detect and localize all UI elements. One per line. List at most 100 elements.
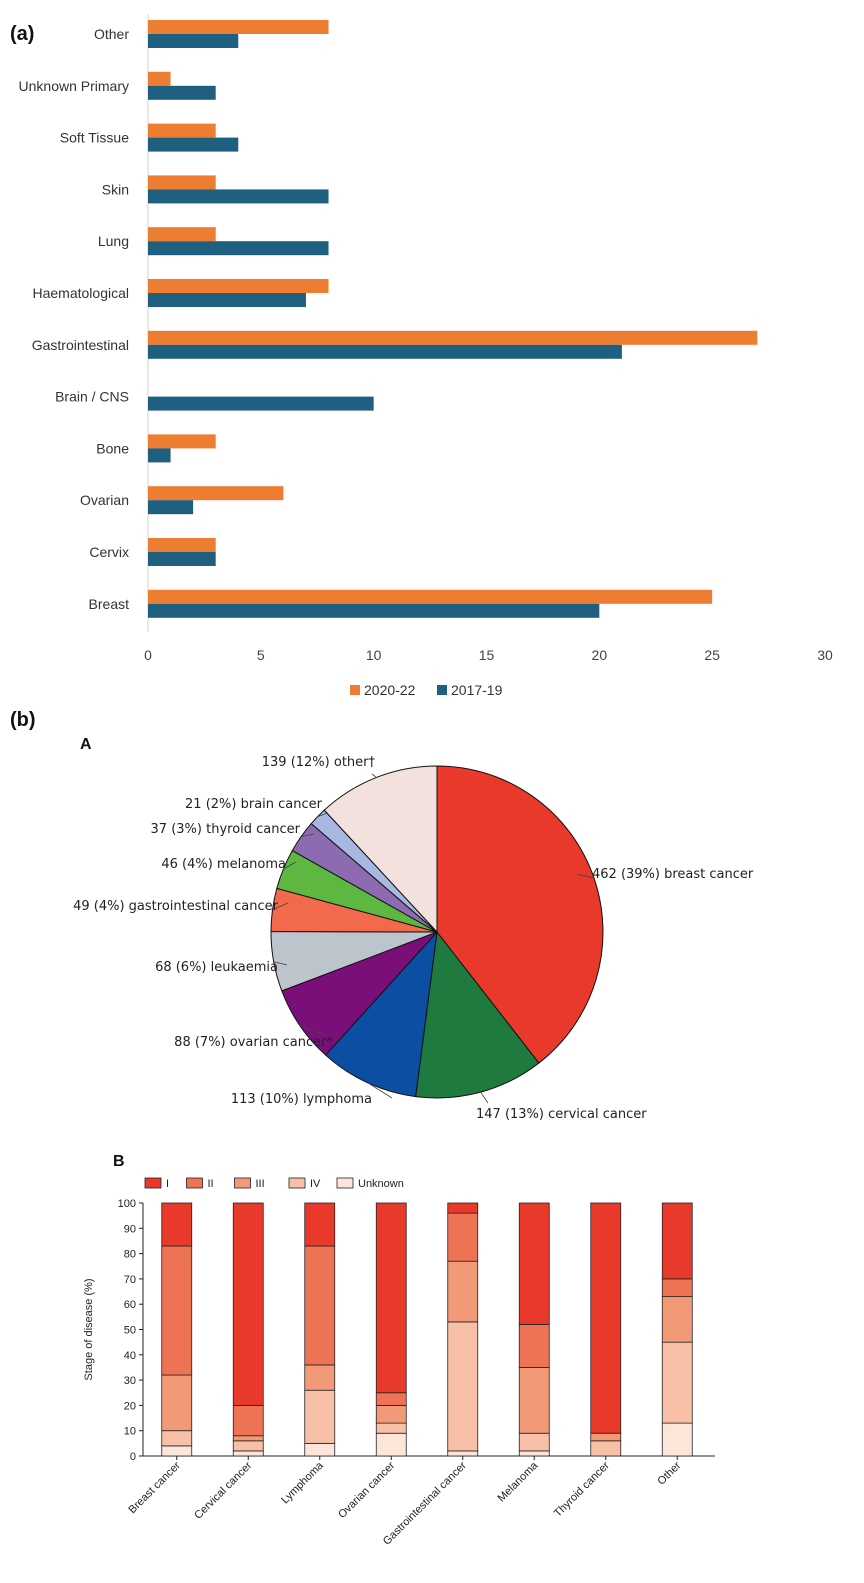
category-label: Breast (89, 596, 130, 612)
pie-chart: 462 (39%) breast cancer 147 (13%) cervica… (73, 755, 754, 1122)
stacked-bar-segment (447, 1202, 479, 1214)
pie-leader-line (371, 773, 377, 778)
legend-label: II (208, 1178, 214, 1190)
category-label: Other (94, 26, 129, 42)
category-label: Ovarian (80, 492, 129, 508)
stacked-bar-segment (661, 1341, 693, 1424)
legend: 2020-22 2017-19 (350, 682, 503, 698)
bar-2017-19 (148, 189, 329, 204)
y-tick-label: 100 (118, 1198, 136, 1210)
y-tick-label: 50 (124, 1325, 136, 1337)
y-tick-label: 0 (130, 1451, 136, 1463)
pie-slice (415, 930, 540, 1099)
stacked-bar-segment (304, 1442, 336, 1457)
stacked-bar-segment (304, 1389, 336, 1444)
y-tick-label: 70 (124, 1274, 136, 1286)
stacked-bar-segment (447, 1212, 479, 1262)
x-category-label: Lymphoma (279, 1459, 326, 1506)
y-tick-label: 30 (124, 1375, 136, 1387)
legend-label: I (166, 1178, 169, 1190)
legend-swatch (350, 685, 360, 695)
legend-label: 2017-19 (451, 682, 503, 698)
legend-label: Unknown (358, 1178, 404, 1190)
bar-2020-22 (148, 71, 171, 86)
legend-label: III (256, 1178, 265, 1190)
subpanel-b-label: B (113, 1153, 125, 1170)
stacked-bar-segment (375, 1202, 407, 1394)
legend-label: 2020-22 (364, 682, 416, 698)
x-tick-label: 10 (366, 647, 382, 663)
legend-swatch (234, 1177, 251, 1189)
stacked-bar-segment (590, 1440, 622, 1457)
category-label: Bone (96, 440, 129, 456)
category-label: Skin (102, 181, 129, 197)
panel-b-label: (b) (10, 709, 36, 731)
pie-slice-label: 462 (39%) breast cancer (592, 867, 754, 882)
pie-leader-line (301, 833, 315, 837)
legend-swatch (288, 1177, 306, 1189)
bar-2020-22 (148, 20, 329, 34)
y-tick-label: 40 (124, 1350, 136, 1362)
x-category-label: Ovarian cancer (336, 1459, 397, 1520)
stacked-bar-segment (661, 1202, 693, 1280)
stacked-bar-segment (518, 1202, 550, 1325)
stacked-bar-segment (375, 1392, 407, 1406)
pie-slice (324, 930, 438, 1098)
bar-2017-19 (148, 344, 622, 359)
stacked-bar-chart: 0 10 20 30 40 50 60 70 80 90 100 Stage of disease (… (83, 1177, 715, 1548)
stacked-bar-segment (447, 1321, 479, 1452)
pie-leader-line (273, 961, 288, 966)
legend-label: IV (310, 1178, 321, 1190)
bar-2017-19 (148, 552, 216, 566)
x-tick-label: 20 (592, 647, 608, 663)
pie-leader-line (272, 902, 289, 911)
legend-swatch (437, 685, 447, 695)
category-label: Cervix (89, 544, 129, 560)
x-category-label: Cervical cancer (192, 1459, 254, 1521)
pie-slice-label: 113 (10%) lymphoma (231, 1092, 372, 1107)
stacked-bar-segment (161, 1430, 193, 1447)
y-tick-label: 80 (124, 1249, 136, 1261)
bar-2020-22 (148, 227, 216, 242)
stacked-bar-segment (590, 1202, 622, 1434)
legend-swatch (186, 1177, 203, 1189)
bar-2017-19 (148, 34, 239, 48)
y-tick-label: 90 (124, 1223, 136, 1235)
x-category-label: Gastrointestinal cancer (381, 1459, 469, 1547)
y-tick-label: 20 (124, 1400, 136, 1412)
x-tick-label: 0 (144, 647, 152, 663)
pie-leader-line (576, 873, 595, 879)
bar-2020-22 (148, 589, 713, 604)
pie-leader-line (283, 861, 297, 870)
stacked-bar-segment (661, 1296, 693, 1343)
category-label: Brain / CNS (55, 389, 129, 405)
y-tick-label: 10 (124, 1426, 136, 1438)
y-axis-label: Stage of disease (%) (83, 1278, 95, 1380)
bar-2017-19 (148, 137, 239, 152)
stacked-bar-segment (304, 1364, 336, 1391)
stacked-bar-segment (232, 1435, 264, 1442)
category-label: Unknown Primary (19, 78, 129, 94)
pie-slice-label: 21 (2%) brain cancer (185, 797, 323, 812)
stacked-bar-segment (304, 1245, 336, 1366)
bar-2017-19 (148, 85, 216, 100)
stacked-bar-segment (232, 1440, 264, 1452)
stacked-bar-segment (518, 1367, 550, 1434)
stacked-bar-segment (590, 1432, 622, 1442)
bar-2020-22 (148, 279, 329, 293)
pie-slice-label: 68 (6%) leukaemia (155, 960, 278, 975)
stacked-bar-segment (161, 1202, 193, 1247)
pie-slice-label: 147 (13%) cervical cancer (476, 1107, 647, 1122)
panel-a-bar-chart: Other Unknown Primary Soft Tissue Skin Lung H… (19, 14, 833, 698)
x-tick-label: 5 (257, 647, 265, 663)
stacked-bar-segment (518, 1324, 550, 1368)
stacked-bar-segment (447, 1260, 479, 1323)
bar-2017-19 (148, 293, 306, 307)
stacked-bar-segment (661, 1278, 693, 1298)
x-category-label: Melanoma (496, 1459, 541, 1504)
stacked-bar-segment (375, 1405, 407, 1424)
x-tick-label: 30 (817, 647, 833, 663)
stacked-bar-segment (518, 1450, 550, 1457)
bar-2020-22 (148, 123, 216, 138)
bar-2017-19 (148, 603, 600, 618)
